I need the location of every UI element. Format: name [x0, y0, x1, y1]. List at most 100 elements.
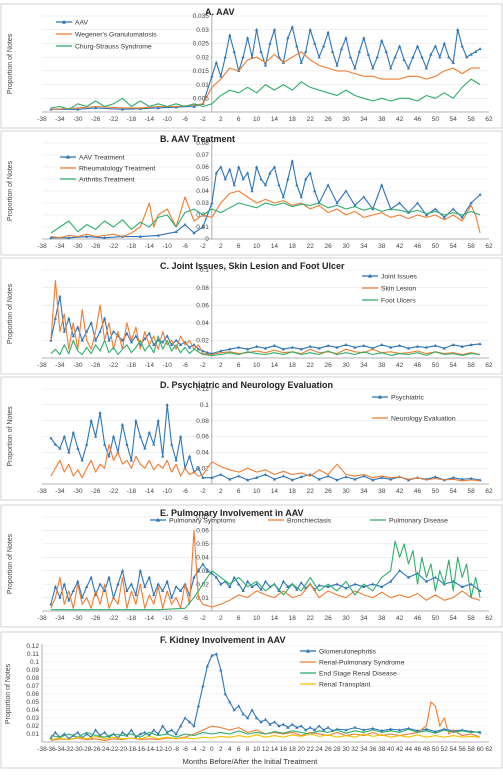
data-point [210, 475, 214, 479]
x-tick-label: 34 [360, 116, 368, 123]
data-point [335, 201, 339, 205]
x-tick-label: -10 [162, 615, 172, 622]
panel-frame [0, 257, 503, 375]
data-point [219, 165, 223, 169]
series-psychiatric [49, 403, 482, 482]
x-tick-label: 18 [289, 116, 297, 123]
data-point [442, 41, 446, 45]
data-point [214, 575, 218, 579]
y-tick-label: 0.12 [196, 386, 209, 393]
data-point [67, 450, 71, 454]
x-tick-label: -6 [182, 488, 188, 495]
legend-item: AAV [56, 19, 89, 26]
data-point [290, 25, 294, 29]
x-tick-label: 50 [432, 615, 440, 622]
data-point [94, 728, 98, 732]
panel-frame [0, 504, 503, 628]
data-point [76, 730, 80, 734]
y-tick-label: 0.035 [193, 13, 210, 20]
x-tick-label: -22 [109, 243, 119, 250]
data-point [161, 589, 165, 593]
data-point [348, 55, 353, 59]
data-point [58, 595, 62, 599]
x-tick-label: 14 [271, 243, 279, 250]
data-point [304, 728, 308, 732]
legend-item: Churg-Strauss Syndrome [56, 43, 152, 50]
data-point [246, 716, 250, 720]
data-point [478, 47, 482, 51]
series-churg-strauss-syndrome [50, 78, 481, 110]
data-point [371, 478, 375, 482]
x-tick-label: 42 [396, 615, 404, 622]
x-tick-label: 2 [219, 243, 223, 250]
data-point [375, 55, 379, 59]
legend-label: Foot Ulcers [381, 297, 416, 304]
data-point [178, 724, 183, 728]
x-tick-label: 54 [450, 488, 458, 495]
data-point [178, 589, 183, 593]
y-tick-label: 0.03 [26, 715, 39, 722]
x-tick-label: 6 [237, 615, 241, 622]
x-tick-label: -8 [173, 746, 179, 753]
data-point [362, 343, 366, 347]
data-point [299, 724, 303, 728]
x-tick-label: 54 [450, 746, 458, 753]
data-point [295, 725, 299, 729]
x-tick-label: -30 [73, 615, 83, 622]
series-line [50, 51, 481, 110]
x-tick-label: -34 [55, 488, 65, 495]
data-point [335, 345, 339, 349]
legend-item: Foot Ulcers [362, 297, 416, 304]
series-neurology-evaluation [50, 443, 481, 482]
data-point [196, 568, 201, 572]
data-point [152, 728, 156, 732]
data-point [451, 60, 455, 64]
data-point [272, 477, 277, 481]
series-renal-transplant [50, 733, 481, 741]
data-point [254, 344, 259, 348]
data-point [259, 720, 263, 724]
data-point [143, 730, 147, 734]
legend-item: Rheumatology Treatment [60, 165, 155, 172]
legend-label: Bronchiectasis [287, 517, 332, 524]
data-point [201, 684, 205, 688]
x-tick-label: 26 [324, 746, 332, 753]
y-axis-label: Proportion of Notes [7, 533, 14, 594]
x-tick-label: 44 [405, 746, 413, 753]
x-tick-label: -26 [91, 362, 101, 369]
data-point [389, 66, 393, 70]
legend-label: Neurology Evaluation [391, 415, 456, 422]
data-point [49, 736, 53, 740]
x-tick-label: 54 [450, 243, 458, 250]
data-point [344, 343, 348, 346]
data-point [232, 183, 236, 187]
data-point [254, 582, 259, 586]
data-point [214, 171, 218, 175]
data-point [241, 589, 245, 593]
data-point [424, 727, 429, 731]
data-point [62, 329, 66, 333]
legend-item: Joint Issues [362, 273, 417, 280]
data-point [478, 192, 482, 196]
data-point [424, 345, 429, 349]
y-tick-label: 0.07 [26, 683, 39, 690]
data-point [241, 712, 245, 716]
y-tick-label: 0.05 [26, 699, 39, 706]
data-point [67, 236, 71, 239]
series-pulmonary-symptoms [49, 562, 482, 606]
data-point [107, 575, 111, 579]
data-point [259, 587, 263, 591]
data-point [219, 668, 223, 672]
data-point [460, 215, 464, 219]
data-point [250, 585, 254, 589]
data-point [263, 346, 268, 350]
data-point [129, 458, 133, 462]
data-point [98, 582, 102, 586]
legend-marker [367, 273, 373, 278]
data-point [147, 575, 151, 579]
data-point [451, 475, 455, 479]
legend-item: Bronchiectasis [268, 517, 332, 524]
data-point [85, 732, 89, 736]
x-tick-label: -14 [145, 116, 155, 123]
y-tick-label: 0.04 [196, 554, 209, 561]
